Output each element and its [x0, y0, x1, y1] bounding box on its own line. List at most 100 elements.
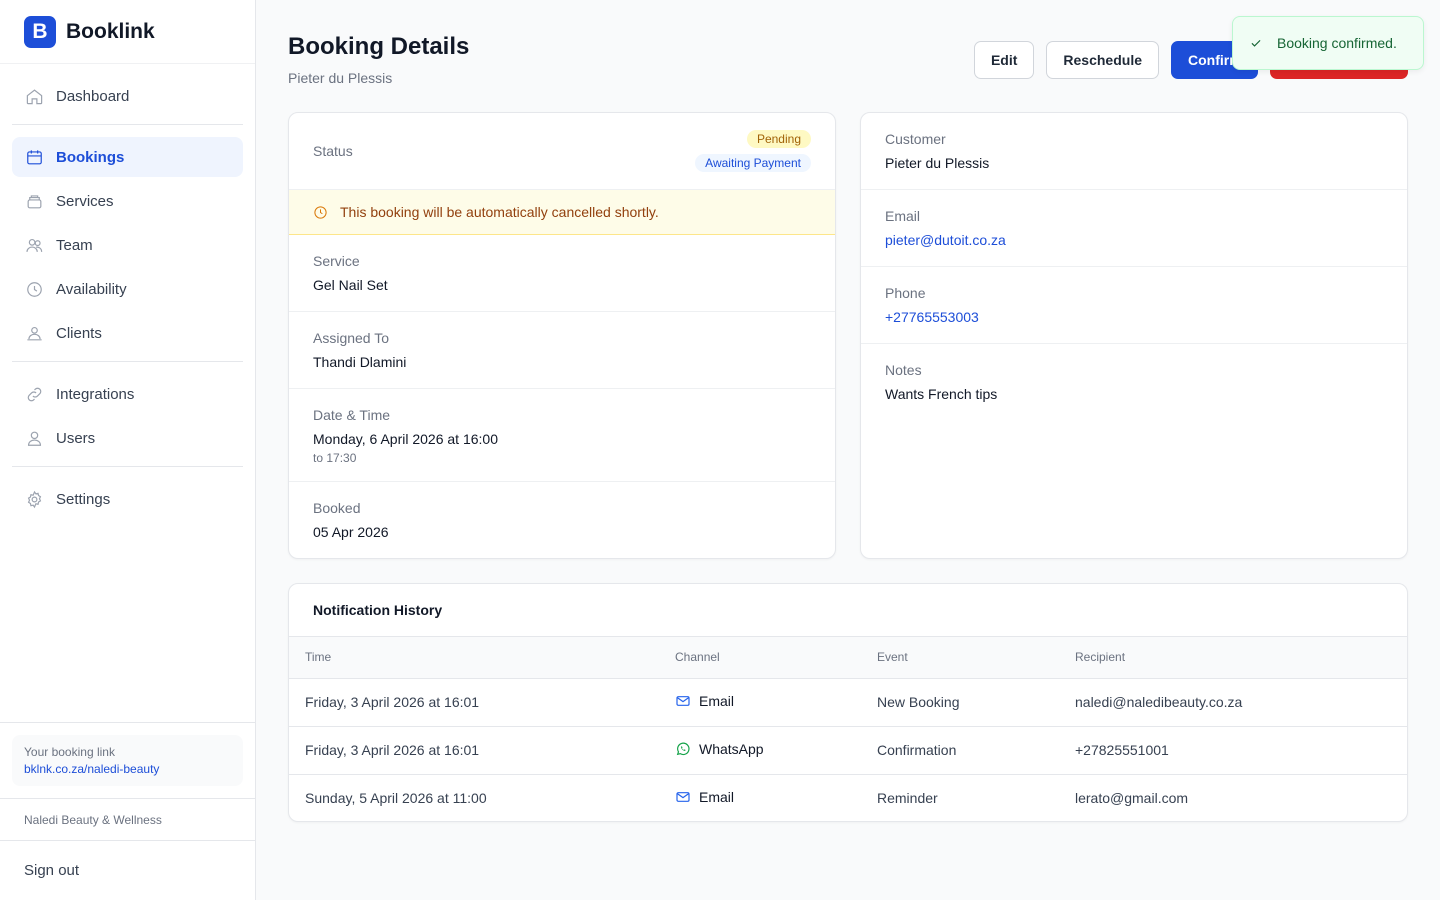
customer-value: Pieter du Plessis — [885, 155, 990, 171]
email-link[interactable]: pieter@dutoit.co.za — [885, 232, 1006, 248]
team-icon — [24, 235, 44, 255]
table-row: Sunday, 5 April 2026 at 11:00 Email Remi… — [289, 774, 1407, 821]
sidebar-item-dashboard[interactable]: Dashboard — [12, 76, 243, 116]
column-header-recipient: Recipient — [1059, 637, 1407, 679]
booked-value: 05 Apr 2026 — [313, 524, 389, 540]
toast-message: Booking confirmed. — [1277, 35, 1397, 51]
sidebar-item-label: Clients — [56, 324, 102, 342]
assigned-label: Assigned To — [313, 330, 390, 346]
sidebar-item-label: Team — [56, 236, 93, 254]
service-label: Service — [313, 253, 360, 269]
sidebar-item-label: Services — [56, 192, 114, 210]
status-badge-payment: Awaiting Payment — [695, 154, 811, 172]
notification-recipient: +27825551001 — [1059, 726, 1407, 775]
phone-link[interactable]: +27765553003 — [885, 309, 979, 325]
sidebar-footer: Your booking link bklnk.co.za/naledi-bea… — [0, 722, 255, 900]
cancellation-warning: This booking will be automatically cance… — [289, 190, 835, 235]
sidebar-nav: Dashboard Bookings Services Team Availab… — [0, 64, 255, 523]
mail-icon — [676, 695, 690, 706]
notes-label: Notes — [885, 362, 922, 378]
brand[interactable]: B Booklink — [0, 0, 255, 64]
brand-logo: B — [24, 15, 56, 48]
alert-clock-icon — [314, 205, 327, 219]
notification-table: Time Channel Event Recipient Friday, 3 A… — [289, 637, 1407, 821]
sidebar-item-integrations[interactable]: Integrations — [12, 374, 243, 414]
sidebar-item-clients[interactable]: Clients — [12, 313, 243, 353]
sidebar-item-label: Bookings — [56, 148, 125, 166]
notes-value: Wants French tips — [885, 386, 998, 402]
customer-label: Customer — [885, 131, 946, 147]
notification-event: New Booking — [861, 678, 1059, 727]
service-value: Gel Nail Set — [313, 277, 388, 293]
edit-button[interactable]: Edit — [973, 41, 1035, 79]
sidebar-item-settings[interactable]: Settings — [12, 479, 243, 519]
booked-field: Booked 05 Apr 2026 — [289, 482, 835, 558]
nav-divider — [12, 466, 243, 467]
notification-channel: WhatsApp — [659, 726, 861, 775]
customer-field: Customer Pieter du Plessis — [861, 113, 1407, 190]
booking-link-section: Your booking link bklnk.co.za/naledi-bea… — [0, 722, 255, 798]
table-header-row: Time Channel Event Recipient — [289, 637, 1407, 679]
sidebar-item-team[interactable]: Team — [12, 225, 243, 265]
sidebar-item-label: Integrations — [56, 385, 135, 403]
assigned-field: Assigned To Thandi Dlamini — [289, 312, 835, 389]
phone-label: Phone — [885, 285, 926, 301]
sidebar-item-services[interactable]: Services — [12, 181, 243, 221]
page-subtitle: Pieter du Plessis — [288, 70, 393, 86]
customer-card: Customer Pieter du Plessis Email pieter@… — [860, 112, 1408, 559]
page-title: Booking Details — [288, 33, 470, 60]
home-icon — [24, 86, 44, 106]
link-icon — [24, 384, 44, 404]
booking-link-url[interactable]: bklnk.co.za/naledi-beauty — [24, 762, 160, 776]
sidebar-item-availability[interactable]: Availability — [12, 269, 243, 309]
success-toast[interactable]: Booking confirmed. — [1232, 16, 1424, 70]
channel-label: Email — [699, 788, 735, 805]
nav-divider — [12, 124, 243, 125]
sidebar-item-label: Settings — [56, 490, 111, 508]
service-field: Service Gel Nail Set — [289, 235, 835, 312]
datetime-end: to 17:30 — [313, 451, 357, 465]
notification-channel: Email — [659, 678, 861, 727]
sidebar-item-bookings[interactable]: Bookings — [12, 137, 243, 177]
notification-history-card: Notification History Time Channel Event … — [288, 583, 1408, 822]
notification-event: Confirmation — [861, 726, 1059, 775]
notification-recipient: naledi@naledibeauty.co.za — [1059, 678, 1407, 727]
clients-icon — [24, 323, 44, 343]
check-icon — [1251, 39, 1261, 47]
notification-time: Friday, 3 April 2026 at 16:01 — [289, 678, 659, 727]
sidebar: B Booklink Dashboard Bookings Services T… — [0, 0, 256, 900]
gear-icon — [24, 489, 44, 509]
sign-out-button[interactable]: Sign out — [0, 840, 255, 900]
status-label: Status — [313, 143, 353, 159]
datetime-value: Monday, 6 April 2026 at 16:00 — [313, 431, 498, 447]
reschedule-button[interactable]: Reschedule — [1046, 41, 1159, 79]
main-content: Booking Details Pieter du Plessis Edit R… — [256, 0, 1440, 900]
booking-link-label: Your booking link — [24, 745, 115, 759]
channel-label: WhatsApp — [699, 740, 764, 757]
assigned-value: Thandi Dlamini — [313, 354, 407, 370]
table-row: Friday, 3 April 2026 at 16:01 Email New … — [289, 678, 1407, 727]
column-header-channel: Channel — [659, 637, 861, 679]
notification-recipient: lerato@gmail.com — [1075, 790, 1189, 807]
notification-time: Friday, 3 April 2026 at 16:01 — [289, 726, 659, 775]
datetime-label: Date & Time — [313, 407, 391, 423]
notification-time: Sunday, 5 April 2026 at 11:00 — [305, 790, 487, 807]
status-badges: Pending Awaiting Payment — [695, 130, 811, 172]
channel-label: Email — [699, 692, 735, 709]
notes-field: Notes Wants French tips — [861, 344, 1407, 421]
brand-name: Booklink — [66, 19, 155, 43]
booking-link-box: Your booking link bklnk.co.za/naledi-bea… — [12, 735, 243, 786]
calendar-icon — [24, 147, 44, 167]
sidebar-item-label: Availability — [56, 280, 127, 298]
sidebar-item-users[interactable]: Users — [12, 418, 243, 458]
sidebar-item-label: Users — [56, 429, 96, 447]
org-name: Naledi Beauty & Wellness — [0, 798, 255, 840]
status-row: Status Pending Awaiting Payment — [289, 113, 835, 190]
nav-divider — [12, 361, 243, 362]
notification-event: Reminder — [877, 790, 938, 807]
clock-icon — [24, 279, 44, 299]
datetime-field: Date & Time Monday, 6 April 2026 at 16:0… — [289, 389, 835, 482]
notification-history-title: Notification History — [289, 584, 1407, 637]
booking-details-card: Status Pending Awaiting Payment This boo… — [288, 112, 836, 559]
email-field: Email pieter@dutoit.co.za — [861, 190, 1407, 267]
